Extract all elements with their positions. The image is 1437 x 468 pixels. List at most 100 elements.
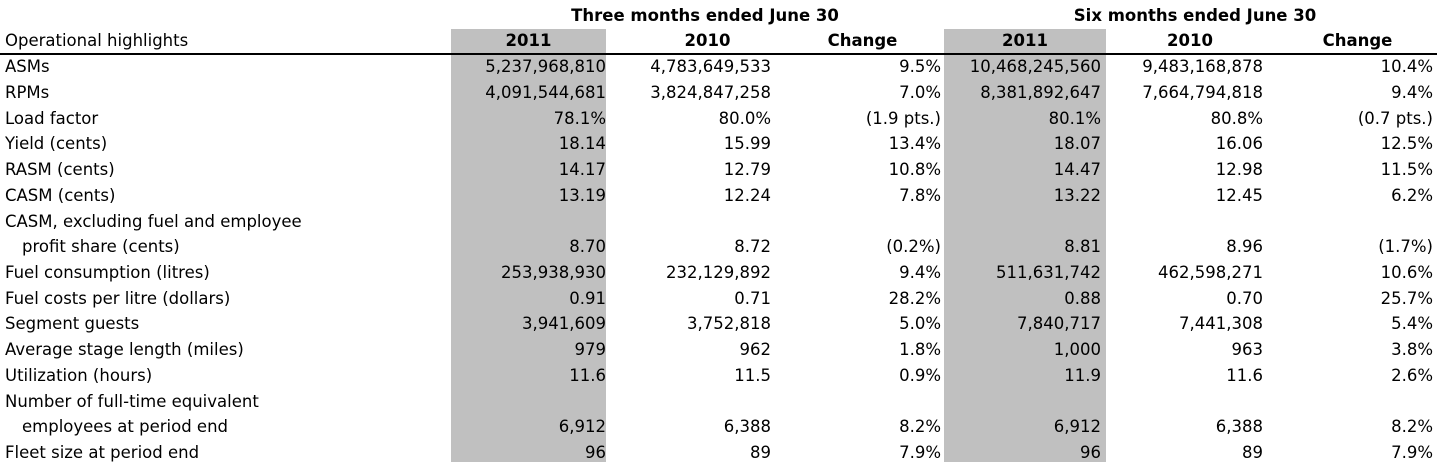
table-row: RPMs 4,091,544,681 3,824,847,258 7.0% 8,381,… [0, 83, 1437, 108]
cell-qchg: 10.8% [888, 160, 941, 179]
row-label: Utilization (hours) [5, 366, 153, 385]
label-column-header: Operational highlights [5, 31, 189, 50]
row-label: Yield (cents) [5, 134, 108, 153]
cell-qchg: 9.4% [899, 263, 941, 282]
cell-q2011: 78.1% [553, 109, 606, 128]
cell-q2010: 6,388 [723, 417, 771, 436]
table-row: CASM, excluding fuel and employee profit … [0, 212, 1437, 262]
cell-m2011: 511,631,742 [996, 263, 1101, 282]
cell-m2011: 7,840,717 [1017, 314, 1101, 333]
row-label: Average stage length (miles) [5, 340, 244, 359]
table-row: ASMs 5,237,968,810 4,783,649,533 9.5% 10,468… [0, 57, 1437, 82]
cell-m2010: 9,483,168,878 [1142, 57, 1263, 76]
cell-q2011: 4,091,544,681 [485, 83, 606, 102]
cell-m2010: 7,664,794,818 [1142, 83, 1263, 102]
cell-m2011: 13.22 [1053, 186, 1101, 205]
row-label: ASMs [5, 57, 50, 76]
cell-qchg: (0.2%) [886, 237, 941, 256]
cell-qchg: 1.8% [899, 340, 941, 359]
cell-m2010: 89 [1242, 443, 1263, 462]
header-rule [0, 53, 1437, 55]
table-row: Number of full-time equivalent employees … [0, 392, 1437, 442]
cell-mchg: (0.7 pts.) [1357, 109, 1433, 128]
cell-m2011: 0.88 [1064, 289, 1101, 308]
cell-qchg: 13.4% [888, 134, 941, 153]
col-header-6m-2010: 2010 [1167, 31, 1213, 50]
shade-q-2011 [451, 29, 606, 462]
cell-m2011: 80.1% [1048, 109, 1101, 128]
cell-m2010: 11.6 [1226, 366, 1263, 385]
cell-q2011: 253,938,930 [501, 263, 606, 282]
cell-q2010: 12.24 [723, 186, 771, 205]
cell-m2010: 963 [1231, 340, 1264, 359]
cell-m2011: 96 [1080, 443, 1101, 462]
cell-m2011: 1,000 [1053, 340, 1101, 359]
table-row: CASM (cents) 13.19 12.24 7.8% 13.22 12.45 6.2% [0, 186, 1437, 211]
row-label: RASM (cents) [5, 160, 115, 179]
cell-q2010: 89 [750, 443, 771, 462]
cell-qchg: 8.2% [899, 417, 941, 436]
cell-qchg: 0.9% [899, 366, 941, 385]
cell-m2010: 7,441,308 [1179, 314, 1263, 333]
cell-mchg: (1.7%) [1378, 237, 1433, 256]
cell-q2011: 0.91 [569, 289, 606, 308]
cell-m2011: 8.81 [1064, 237, 1101, 256]
cell-q2011: 6,912 [558, 417, 606, 436]
row-label: Fuel costs per litre (dollars) [5, 289, 231, 308]
cell-q2010: 962 [739, 340, 772, 359]
col-header-6m-change: Change [1322, 31, 1393, 50]
col-header-q-2011: 2011 [505, 31, 552, 50]
cell-mchg: 10.4% [1380, 57, 1433, 76]
cell-q2011: 14.17 [558, 160, 606, 179]
cell-mchg: 8.2% [1391, 417, 1433, 436]
row-label: RPMs [5, 83, 50, 102]
cell-q2010: 12.79 [723, 160, 771, 179]
cell-m2011: 14.47 [1053, 160, 1101, 179]
row-label: Load factor [5, 109, 99, 128]
cell-m2010: 462,598,271 [1158, 263, 1263, 282]
cell-m2010: 6,388 [1215, 417, 1263, 436]
cell-qchg: 7.8% [899, 186, 941, 205]
table-row: Segment guests 3,941,609 3,752,818 5.0% 7,84… [0, 314, 1437, 339]
cell-mchg: 7.9% [1391, 443, 1433, 462]
cell-mchg: 11.5% [1380, 160, 1433, 179]
cell-m2010: 16.06 [1215, 134, 1263, 153]
col-header-6m-2011: 2011 [1002, 31, 1048, 50]
cell-qchg: 9.5% [899, 57, 941, 76]
cell-qchg: 5.0% [899, 314, 941, 333]
cell-m2011: 10,468,245,560 [969, 57, 1101, 76]
row-label: CASM (cents) [5, 186, 116, 205]
cell-qchg: 7.9% [899, 443, 941, 462]
row-label-continued: profit share (cents) [22, 237, 180, 256]
cell-mchg: 6.2% [1391, 186, 1433, 205]
cell-q2011: 13.19 [558, 186, 606, 205]
shade-6m-2011 [944, 29, 1106, 462]
table-row: Fuel consumption (litres) 253,938,930 232,… [0, 263, 1437, 288]
cell-mchg: 2.6% [1391, 366, 1433, 385]
cell-qchg: 7.0% [899, 83, 941, 102]
table-row: Load factor 78.1% 80.0% (1.9 pts.) 80.1% 80.8… [0, 109, 1437, 134]
cell-q2011: 96 [585, 443, 606, 462]
row-label: Segment guests [5, 314, 140, 333]
cell-q2011: 8.70 [569, 237, 606, 256]
cell-q2010: 8.72 [734, 237, 771, 256]
cell-mchg: 25.7% [1380, 289, 1433, 308]
cell-mchg: 12.5% [1380, 134, 1433, 153]
cell-q2010: 0.71 [734, 289, 771, 308]
cell-q2011: 11.6 [569, 366, 606, 385]
cell-q2010: 80.0% [718, 109, 771, 128]
cell-q2011: 3,941,609 [522, 314, 606, 333]
cell-m2010: 80.8% [1210, 109, 1263, 128]
table-row: Yield (cents) 18.14 15.99 13.4% 18.07 16.06 12… [0, 134, 1437, 159]
cell-mchg: 5.4% [1391, 314, 1433, 333]
cell-q2010: 15.99 [723, 134, 771, 153]
group-title-six-months: Six months ended June 30 [1073, 6, 1317, 25]
cell-m2010: 12.98 [1215, 160, 1263, 179]
cell-m2011: 6,912 [1053, 417, 1101, 436]
cell-qchg: 28.2% [888, 289, 941, 308]
table-row: Fuel costs per litre (dollars) 0.91 0.71 28… [0, 289, 1437, 314]
table-row: Average stage length (miles) 979 962 1.8% 1,… [0, 340, 1437, 365]
cell-qchg: (1.9 pts.) [865, 109, 941, 128]
col-header-q-2010: 2010 [684, 31, 731, 50]
cell-q2011: 979 [574, 340, 607, 359]
